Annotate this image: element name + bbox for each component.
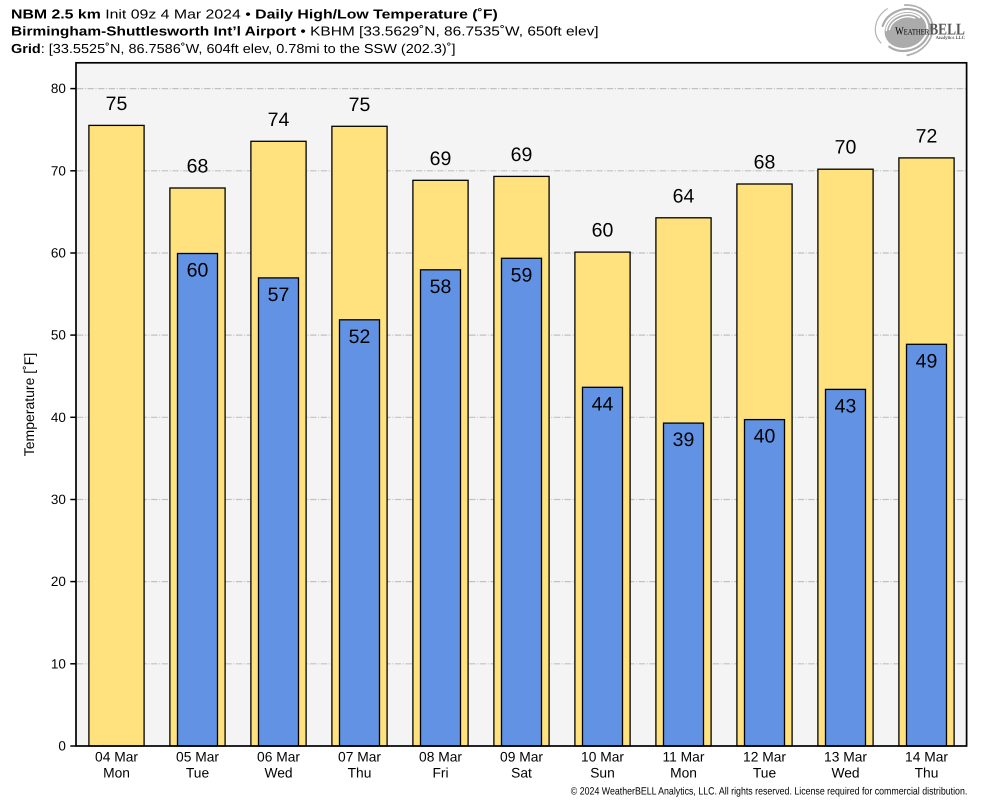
svg-text:Wed: Wed — [264, 766, 292, 781]
svg-text:Temperature [˚F]: Temperature [˚F] — [21, 353, 37, 456]
svg-text:70: 70 — [835, 137, 857, 159]
svg-text:12 Mar: 12 Mar — [743, 750, 786, 765]
svg-text:58: 58 — [430, 276, 452, 298]
svg-text:39: 39 — [673, 429, 695, 451]
svg-text:52: 52 — [349, 326, 371, 348]
svg-text:04 Mar: 04 Mar — [95, 750, 138, 765]
svg-text:07 Mar: 07 Mar — [338, 750, 381, 765]
svg-text:69: 69 — [430, 148, 452, 170]
svg-text:50: 50 — [51, 328, 66, 343]
svg-text:Sun: Sun — [590, 766, 615, 781]
svg-text:74: 74 — [268, 109, 290, 131]
svg-text:80: 80 — [51, 81, 66, 96]
svg-text:Grid: [33.5525˚N, 86.7586˚W, 6: Grid: [33.5525˚N, 86.7586˚W, 604ft elev,… — [11, 41, 456, 56]
svg-text:10: 10 — [51, 656, 66, 671]
svg-text:64: 64 — [673, 185, 695, 207]
svg-text:43: 43 — [835, 395, 857, 417]
svg-text:Tue: Tue — [186, 766, 210, 781]
svg-text:68: 68 — [187, 156, 209, 178]
svg-text:Thu: Thu — [348, 766, 372, 781]
svg-text:Sat: Sat — [511, 766, 532, 781]
svg-text:60: 60 — [51, 246, 66, 261]
svg-text:75: 75 — [349, 94, 371, 116]
svg-text:57: 57 — [268, 284, 290, 306]
svg-text:59: 59 — [511, 264, 533, 286]
svg-text:44: 44 — [592, 393, 614, 415]
svg-text:10 Mar: 10 Mar — [581, 750, 624, 765]
svg-text:49: 49 — [916, 350, 938, 372]
svg-text:69: 69 — [511, 144, 533, 166]
svg-text:09 Mar: 09 Mar — [500, 750, 543, 765]
svg-text:11 Mar: 11 Mar — [663, 750, 705, 765]
svg-text:14 Mar: 14 Mar — [905, 750, 948, 765]
svg-text:Wed: Wed — [831, 766, 859, 781]
svg-text:72: 72 — [916, 125, 938, 147]
svg-text:06 Mar: 06 Mar — [257, 750, 300, 765]
svg-text:Thu: Thu — [915, 766, 939, 781]
svg-text:30: 30 — [51, 492, 66, 507]
svg-text:Tue: Tue — [753, 766, 777, 781]
svg-text:13 Mar: 13 Mar — [824, 750, 867, 765]
svg-text:05 Mar: 05 Mar — [176, 750, 219, 765]
svg-text:68: 68 — [754, 152, 776, 174]
svg-text:40: 40 — [51, 410, 66, 425]
svg-text:40: 40 — [754, 426, 776, 448]
svg-text:Analytics LLC: Analytics LLC — [936, 35, 966, 41]
svg-text:Fri: Fri — [432, 766, 448, 781]
svg-text:08 Mar: 08 Mar — [419, 750, 462, 765]
svg-text:20: 20 — [51, 574, 66, 589]
svg-text:© 2024 WeatherBELL Analytics,: © 2024 WeatherBELL Analytics, LLC. All r… — [571, 786, 968, 798]
svg-text:60: 60 — [592, 220, 614, 242]
svg-text:Birmingham-Shuttlesworth Int’l: Birmingham-Shuttlesworth Int’l Airport •… — [11, 24, 599, 39]
svg-text:NBM 2.5 km Init 09z 4 Mar 2024: NBM 2.5 km Init 09z 4 Mar 2024 • Daily H… — [11, 7, 498, 22]
svg-text:60: 60 — [187, 260, 209, 282]
svg-text:Mon: Mon — [103, 766, 130, 781]
svg-text:0: 0 — [58, 739, 66, 754]
svg-text:Mon: Mon — [670, 766, 697, 781]
svg-text:75: 75 — [106, 93, 128, 115]
svg-text:70: 70 — [51, 163, 66, 178]
